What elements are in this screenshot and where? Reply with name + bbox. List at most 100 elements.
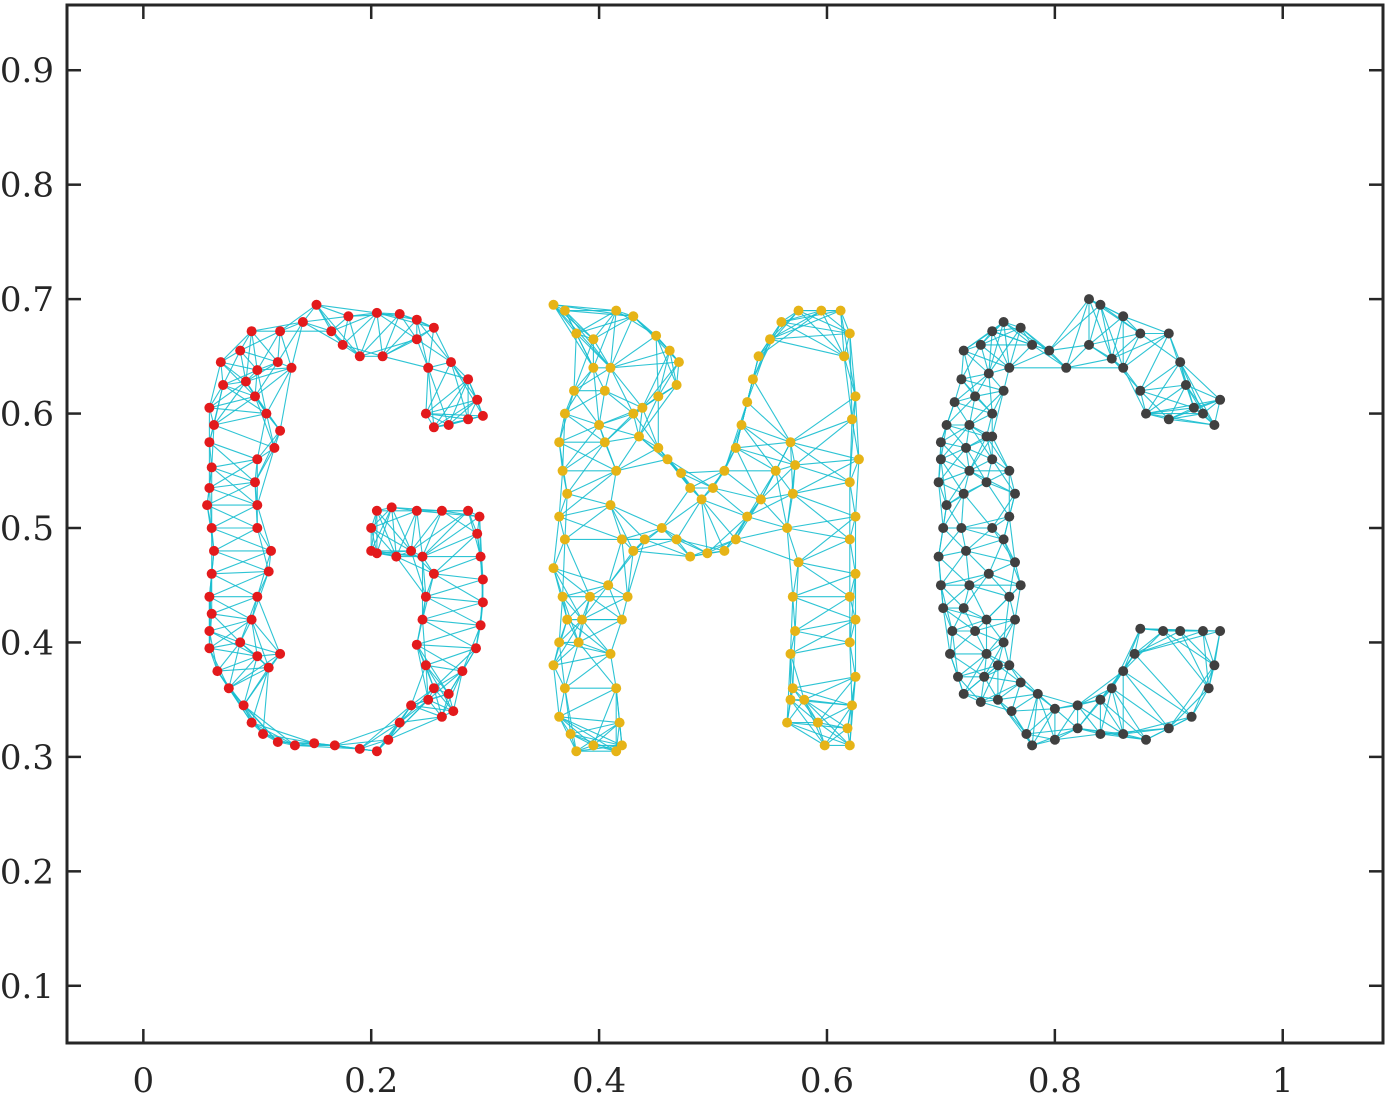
data-point — [557, 591, 568, 602]
data-point — [616, 740, 627, 751]
data-point — [983, 368, 994, 379]
graph-edge — [1139, 390, 1170, 420]
graph-edge — [840, 310, 845, 357]
graph-edge — [787, 527, 850, 540]
graph-edge — [251, 619, 270, 668]
data-point — [1163, 414, 1174, 425]
graph-edge — [217, 655, 258, 672]
graph-edge — [965, 447, 987, 483]
graph-edge — [558, 441, 617, 472]
axis-tick-labels: 0 0.2 0.4 0.6 0.8 1 0.1 0.2 0.3 0.4 0.5 0.6 0.7 0.8 0.… — [0, 51, 1294, 1097]
data-point — [637, 402, 648, 413]
data-point — [565, 729, 576, 739]
data-point — [790, 626, 801, 636]
graph-edge — [433, 556, 481, 575]
graph-edge — [422, 619, 477, 649]
graph-edge — [450, 361, 484, 417]
graph-edge — [701, 498, 748, 518]
graph-edge — [604, 390, 634, 415]
graph-edge — [769, 332, 850, 340]
graph-edge — [1003, 321, 1033, 346]
data-point — [457, 666, 468, 677]
graph-edge — [1049, 344, 1090, 352]
graph-edge — [760, 464, 796, 500]
data-point — [844, 328, 855, 339]
data-point — [1072, 700, 1083, 711]
data-point — [992, 694, 1003, 705]
graph-edge — [559, 716, 620, 724]
graph-edge — [433, 573, 484, 603]
graph-edge — [701, 499, 708, 554]
graph-edge — [938, 556, 970, 586]
data-point — [366, 545, 377, 556]
graph-edge — [399, 699, 429, 724]
graph-edge — [1048, 304, 1101, 352]
data-point — [656, 523, 667, 533]
graph-edge — [712, 487, 762, 500]
graph-edge — [334, 739, 389, 746]
graph-edge — [553, 304, 611, 369]
data-point — [559, 305, 570, 316]
graph-edge — [240, 641, 281, 655]
graph-edge — [376, 312, 435, 329]
graph-edge — [220, 361, 258, 371]
graph-edge — [963, 350, 990, 374]
graph-edge — [564, 493, 568, 540]
graph-edge — [1077, 705, 1101, 735]
graph-edge — [1008, 619, 1016, 666]
x-tick-label: 0 — [133, 1061, 155, 1097]
graph-edge — [758, 310, 822, 357]
graph-edge — [573, 367, 611, 392]
graph-edge — [969, 390, 1004, 426]
data-point — [423, 694, 434, 705]
graph-edge — [849, 539, 857, 574]
data-point — [599, 437, 610, 448]
data-point — [835, 305, 846, 316]
graph-edge — [820, 310, 851, 334]
graph-edge — [627, 539, 646, 597]
graph-edge — [792, 687, 853, 706]
graph-edge — [854, 459, 860, 517]
data-point — [559, 534, 570, 545]
graph-edge — [410, 704, 443, 718]
graph-edge — [213, 527, 258, 552]
graph-edge — [558, 619, 583, 643]
data-point — [215, 357, 226, 368]
graph-edge — [610, 350, 670, 369]
graph-edge — [433, 573, 483, 581]
graph-edge — [428, 367, 469, 380]
graph-edge — [254, 396, 275, 449]
data-point — [571, 746, 582, 757]
x-tick-label: 0.4 — [572, 1061, 626, 1097]
graph-edge — [421, 510, 443, 557]
graph-edge — [746, 470, 777, 517]
graph-edge — [638, 396, 659, 437]
data-point — [443, 420, 454, 430]
graph-edge — [222, 369, 258, 386]
data-point — [548, 660, 559, 671]
data-point — [252, 365, 263, 376]
graph-edge — [1077, 687, 1113, 729]
data-point — [258, 729, 268, 739]
graph-edge — [452, 670, 463, 712]
data-point — [1072, 723, 1083, 734]
graph-edge — [991, 436, 1010, 472]
graph-edge — [316, 304, 349, 317]
graph-edge — [598, 413, 634, 426]
data-point — [938, 523, 949, 533]
graph-edge — [681, 470, 725, 474]
graph-edge — [256, 596, 281, 655]
data-point — [998, 317, 1009, 327]
graph-edge — [1111, 332, 1170, 360]
data-point — [956, 523, 967, 533]
graph-edge — [416, 624, 481, 646]
data-point — [554, 711, 565, 722]
data-point — [770, 465, 781, 476]
data-point — [702, 548, 713, 559]
graph-edge — [843, 356, 857, 397]
graph-edge — [781, 310, 822, 323]
data-point — [311, 299, 322, 310]
graph-edge — [427, 670, 463, 701]
graph-edge — [425, 647, 477, 666]
data-point — [785, 694, 796, 705]
